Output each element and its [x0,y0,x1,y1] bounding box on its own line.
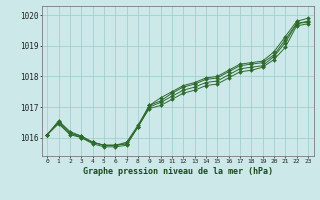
X-axis label: Graphe pression niveau de la mer (hPa): Graphe pression niveau de la mer (hPa) [83,167,273,176]
